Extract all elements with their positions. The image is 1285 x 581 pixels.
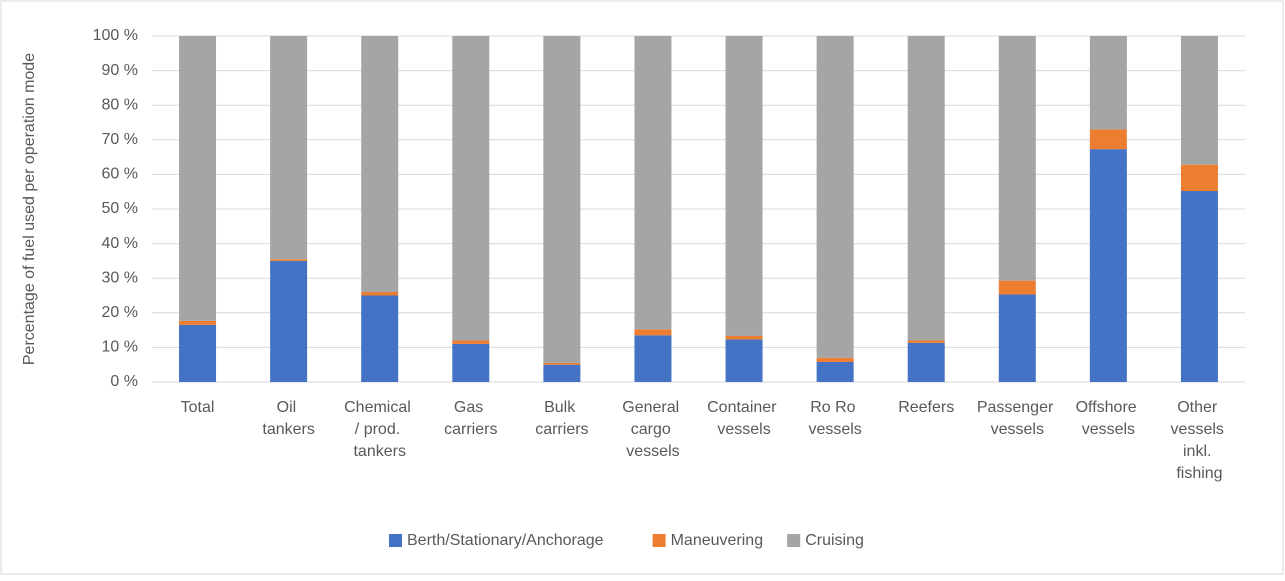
x-tick-label: Total [181,399,215,416]
bar-segment [1180,36,1218,165]
y-tick-label: 50 % [102,200,138,217]
bar-segment [179,324,217,382]
bar-segment [452,36,490,341]
bar-segment [361,295,399,382]
legend-label: Maneuvering [671,532,764,549]
bar-segment [725,339,763,382]
bar-segment [1089,129,1127,150]
y-tick-label: 90 % [102,62,138,79]
bar-segment [634,36,672,330]
bar-segment [907,342,945,382]
x-tick-label: Ro Ro vessels [808,399,861,438]
bar-segment [543,36,581,363]
bar-segment [452,340,490,344]
bar-segment [1180,191,1218,382]
x-tick-label: Other vessels inkl. fishing [1171,399,1229,482]
y-tick-label: 0 % [110,373,138,390]
legend-swatch [652,534,666,547]
bar-segment [270,36,308,260]
bar-segment [452,343,490,382]
y-tick-label: 40 % [102,235,138,252]
bar-segment [543,364,581,382]
bar-segment [179,36,217,321]
y-tick-label: 20 % [102,304,138,321]
bar-segment [725,36,763,336]
bar-segment [725,335,763,340]
bar-segment [1089,149,1127,382]
bar-segment [1089,36,1127,130]
y-tick-label: 10 % [102,339,138,356]
x-tick-label: Passenger vessels [977,399,1058,438]
legend-swatch [389,534,402,547]
bar-segment [907,36,945,341]
bar-segment [816,357,854,362]
bar-segment [179,320,217,325]
legend-swatch [787,534,801,547]
x-tick-label: Container vessels [707,399,781,438]
bar-segment [361,292,399,296]
bar-segment [1180,164,1218,192]
bar-segment [270,259,308,261]
x-tick-label: Oil tankers [262,399,314,438]
bar-segment [634,335,672,382]
legend-label: Cruising [805,532,864,549]
y-axis-title: Percentage of fuel used per operation mo… [21,53,38,365]
bar-segment [634,329,672,336]
x-tick-label: Chemical / prod. tankers [344,399,415,460]
bar-segment [361,36,399,293]
bar-segment [998,294,1036,382]
bar-segment [543,362,581,365]
legend-label: Berth/Stationary/Anchorage [407,532,604,549]
bar-segment [998,36,1036,281]
bar-segment [998,280,1036,295]
y-tick-label: 80 % [102,96,138,113]
x-tick-label: Gas carriers [444,399,497,438]
x-tick-label: Reefers [898,399,954,416]
y-tick-label: 60 % [102,166,138,183]
bar-segment [816,361,854,382]
y-tick-label: 100 % [93,27,138,44]
x-tick-label: Bulk carriers [535,399,588,438]
x-tick-label: General cargo vessels [622,399,683,460]
y-tick-label: 30 % [102,269,138,286]
bar-segment [816,36,854,358]
bar-segment [270,260,308,382]
y-tick-label: 70 % [102,131,138,148]
x-tick-label: Offshore vessels [1076,399,1142,438]
bar-segment [907,340,945,343]
